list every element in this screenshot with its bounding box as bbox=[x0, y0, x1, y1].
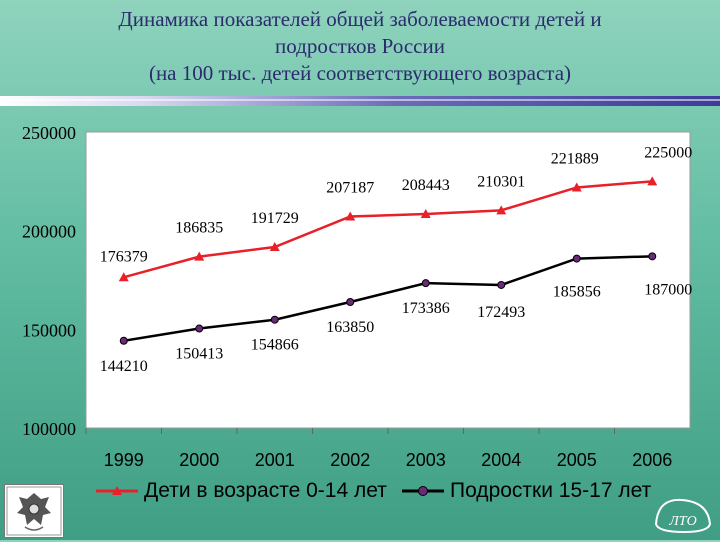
x-tick-label: 2006 bbox=[632, 450, 672, 470]
data-label: 172493 bbox=[477, 304, 525, 321]
series-line-children bbox=[123, 180, 653, 279]
data-label: 208443 bbox=[402, 177, 450, 194]
data-point-children bbox=[420, 209, 431, 219]
data-label: 225000 bbox=[644, 144, 692, 161]
data-label: 207187 bbox=[326, 179, 374, 196]
data-point-teens bbox=[648, 252, 657, 261]
data-label: 187000 bbox=[644, 281, 692, 298]
y-tick-label: 250000 bbox=[22, 123, 76, 143]
title-line-1: Динамика показателей общей заболеваемост… bbox=[118, 7, 602, 31]
title-line-3: (на 100 тыс. детей соответствующего возр… bbox=[148, 61, 572, 85]
data-point-children bbox=[345, 211, 356, 221]
title-line-2: подростков России bbox=[275, 34, 445, 58]
data-point-children bbox=[118, 272, 129, 282]
logo: ЛТО bbox=[652, 494, 714, 534]
data-label: 176379 bbox=[100, 248, 148, 265]
data-point-children bbox=[194, 251, 205, 261]
y-tick-label: 150000 bbox=[22, 320, 76, 340]
data-point-teens bbox=[195, 324, 204, 333]
data-label: 185856 bbox=[553, 284, 601, 301]
legend-swatch-children bbox=[96, 486, 138, 495]
data-point-teens bbox=[270, 315, 279, 324]
series-line-teens bbox=[123, 255, 653, 342]
data-point-teens bbox=[346, 298, 355, 307]
data-label: 144210 bbox=[100, 358, 148, 375]
x-tick-label: 2004 bbox=[481, 450, 521, 470]
x-tick-label: 2001 bbox=[255, 450, 295, 470]
plot-area bbox=[85, 131, 691, 429]
data-label: 186835 bbox=[175, 220, 223, 237]
data-point-teens bbox=[421, 279, 430, 288]
title-divider bbox=[0, 96, 720, 106]
data-point-teens bbox=[497, 280, 506, 289]
legend-item-teens: Подростки 15-17 лет bbox=[402, 476, 651, 506]
data-label: 173386 bbox=[402, 300, 450, 317]
data-label: 154866 bbox=[251, 337, 299, 354]
x-tick-label: 1999 bbox=[104, 450, 144, 470]
legend-swatch-teens bbox=[402, 486, 444, 496]
data-label: 210301 bbox=[477, 173, 525, 190]
data-point-children bbox=[647, 176, 658, 186]
data-label: 163850 bbox=[326, 319, 374, 336]
page-title: Динамика показателей общей заболеваемост… bbox=[0, 6, 720, 87]
legend-item-children: Дети в возрасте 0-14 лет bbox=[96, 476, 387, 506]
chart-legend: Дети в возрасте 0-14 лет Подростки 15-17… bbox=[96, 476, 696, 506]
logo-text: ЛТО bbox=[668, 514, 696, 529]
data-point-children bbox=[269, 241, 280, 251]
data-label: 191729 bbox=[251, 210, 299, 227]
data-label: 150413 bbox=[175, 346, 223, 363]
data-point-teens bbox=[572, 254, 581, 263]
y-tick-label: 200000 bbox=[22, 222, 76, 242]
data-label: 221889 bbox=[551, 150, 599, 167]
x-tick-label: 2003 bbox=[406, 450, 446, 470]
legend-label-children: Дети в возрасте 0-14 лет bbox=[144, 479, 387, 502]
y-tick-label: 100000 bbox=[22, 419, 76, 439]
data-point-children bbox=[496, 205, 507, 215]
legend-label-teens: Подростки 15-17 лет bbox=[450, 479, 652, 502]
x-tick-label: 2002 bbox=[330, 450, 370, 470]
data-point-children bbox=[571, 182, 582, 192]
x-tick-label: 2005 bbox=[557, 450, 597, 470]
data-point-teens bbox=[119, 336, 128, 345]
x-tick-label: 2000 bbox=[179, 450, 219, 470]
coat-of-arms-emblem bbox=[4, 484, 64, 538]
